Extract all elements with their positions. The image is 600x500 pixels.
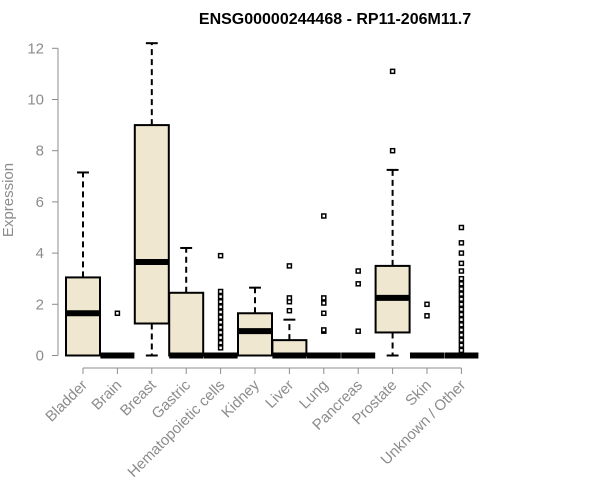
- y-tick-label: 0: [36, 348, 44, 365]
- outlier-point: [217, 252, 224, 259]
- outlier-point: [217, 334, 224, 341]
- outlier-point: [389, 68, 396, 75]
- outlier-point: [458, 306, 465, 313]
- outlier-point: [217, 293, 224, 300]
- box-group: [203, 252, 238, 359]
- outlier-point: [458, 260, 465, 267]
- outlier-point: [286, 263, 293, 269]
- outlier-point: [217, 314, 224, 320]
- box-group: [341, 268, 376, 359]
- outlier-point: [458, 327, 465, 333]
- y-axis-label: Expression: [0, 163, 17, 237]
- outlier-point: [217, 329, 224, 336]
- y-tick-label: 12: [27, 40, 44, 57]
- outlier-point: [458, 342, 465, 349]
- outlier-point: [424, 301, 430, 308]
- outlier-point: [217, 324, 224, 331]
- outlier-point: [458, 291, 465, 297]
- outlier-point: [355, 268, 361, 274]
- x-tick-label: Bladder: [42, 377, 91, 426]
- outlier-point: [458, 240, 465, 246]
- iqr-box: [237, 312, 273, 357]
- outlier-point: [217, 309, 224, 315]
- box-group: [306, 213, 341, 359]
- outlier-point: [321, 213, 327, 219]
- outlier-point: [321, 300, 327, 306]
- y-tick-label: 8: [36, 143, 44, 160]
- y-tick-label: 6: [36, 194, 44, 211]
- x-tick-label: Liver: [262, 377, 297, 412]
- y-tick-label: 4: [36, 245, 44, 262]
- outlier-point: [458, 275, 465, 282]
- box-group: [100, 310, 135, 359]
- outlier-point: [458, 322, 465, 328]
- iqr-box: [133, 124, 170, 325]
- box-group: [65, 171, 101, 357]
- outlier-point: [458, 250, 465, 256]
- outlier-point: [286, 295, 293, 301]
- x-tick-label: Kidney: [218, 376, 263, 421]
- outlier-point: [458, 224, 465, 231]
- outlier-point: [389, 147, 396, 154]
- box-group: [374, 68, 411, 357]
- box-group: [271, 263, 308, 359]
- outlier-point: [458, 316, 465, 323]
- y-axis: 0 2 4 6 8 10 12: [27, 40, 59, 365]
- outlier-point: [217, 298, 224, 305]
- outlier-point: [458, 311, 465, 318]
- outlier-point: [286, 307, 293, 314]
- outlier-point: [458, 296, 465, 302]
- outlier-point: [321, 327, 327, 333]
- outlier-point: [458, 347, 465, 354]
- outlier-point: [355, 328, 361, 334]
- box-group: [237, 286, 273, 357]
- outlier-point: [458, 281, 465, 287]
- box-group: [444, 224, 479, 359]
- outlier-point: [458, 286, 465, 292]
- outlier-point: [217, 304, 224, 310]
- outlier-point: [458, 332, 465, 338]
- box-group: [133, 42, 170, 357]
- outlier-point: [458, 268, 465, 274]
- iqr-box: [168, 291, 205, 357]
- outlier-point: [424, 313, 430, 319]
- y-tick-label: 2: [36, 296, 44, 313]
- outlier-point: [321, 295, 327, 301]
- box-group: [168, 246, 205, 359]
- outlier-point: [355, 281, 361, 287]
- outlier-point: [458, 337, 465, 343]
- outlier-point: [217, 288, 224, 295]
- plot-area: [65, 42, 479, 359]
- chart-title: ENSG00000244468 - RP11-206M11.7: [199, 11, 471, 28]
- outlier-point: [217, 339, 224, 346]
- y-tick-label: 10: [27, 92, 44, 109]
- box-group: [410, 301, 444, 359]
- outlier-point: [321, 310, 327, 317]
- outlier-point: [114, 310, 121, 317]
- outlier-point: [217, 319, 224, 325]
- outlier-point: [458, 301, 465, 308]
- outlier-point: [217, 345, 224, 351]
- iqr-box: [65, 276, 101, 357]
